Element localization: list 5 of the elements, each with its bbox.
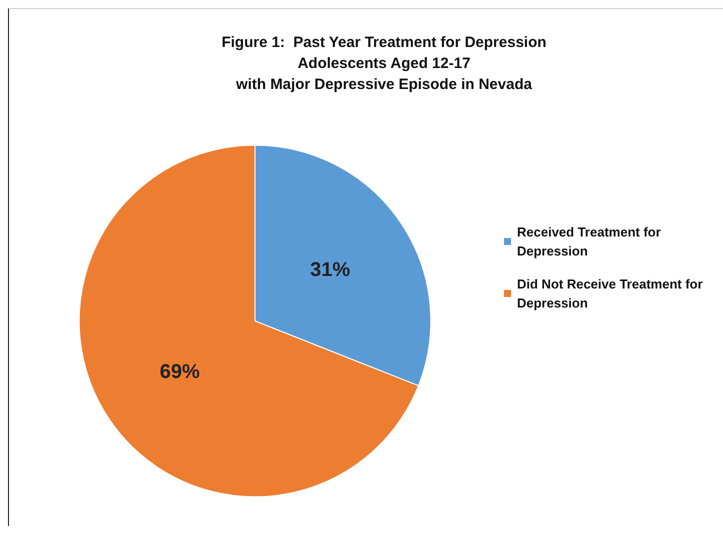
legend-label: Received Treatment for Depression	[517, 224, 664, 258]
data-label: 31%	[310, 258, 350, 281]
chart-title: Figure 1: Past Year Treatment for Depression Adolescents Aged 12-17 with Major Depressive Episode in Nevada	[222, 34, 546, 93]
legend-label: Did Not Receive Treatment for Depression	[517, 276, 706, 310]
data-label: 69%	[160, 361, 200, 384]
